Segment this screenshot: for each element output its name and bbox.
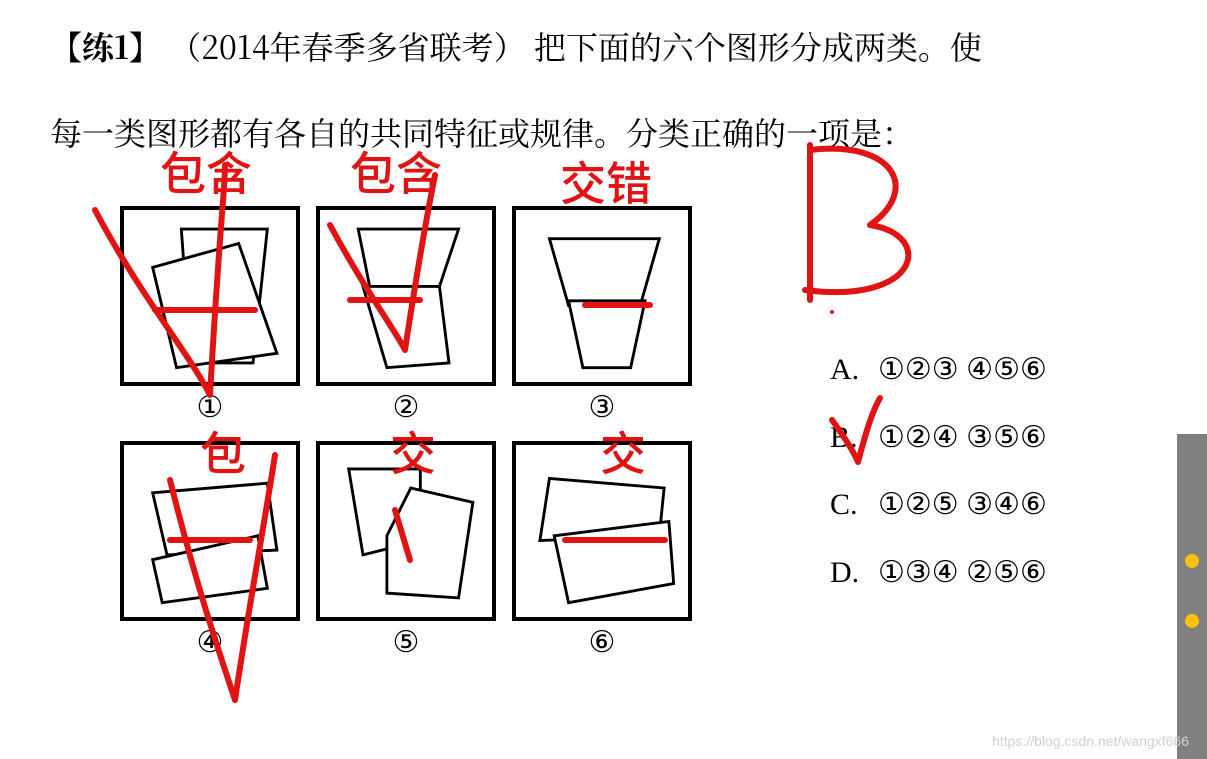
question-line1-rest: 把下面的六个图形分成两类。使 bbox=[534, 23, 982, 69]
figure-cell-3: ③ bbox=[512, 206, 692, 425]
figure-caption-1: ① bbox=[120, 390, 300, 425]
option-a[interactable]: A. ①②③ ④⑤⑥ bbox=[830, 336, 1047, 404]
figure-row-2: ④ ⑤ ⑥ bbox=[112, 441, 715, 660]
page: 【练1】 （2014年春季多省联考） 把下面的六个图形分成两类。使 每一类图形都… bbox=[0, 0, 1207, 759]
option-text-a: ①②③ ④⑤⑥ bbox=[878, 336, 1047, 404]
shape-front bbox=[554, 521, 673, 602]
option-d[interactable]: D. ①③④ ②⑤⑥ bbox=[830, 539, 1047, 607]
options-block: A. ①②③ ④⑤⑥ B. ①②④ ③⑤⑥ C. ①②⑤ ③④⑥ D. ①③④ … bbox=[830, 336, 1047, 606]
sidebar-dot-1[interactable] bbox=[1185, 554, 1199, 568]
question-tag: 【练1】 bbox=[50, 23, 161, 69]
sidebar-strip bbox=[1177, 434, 1207, 759]
option-b[interactable]: B. ①②④ ③⑤⑥ bbox=[830, 404, 1047, 472]
figure-cell-4: ④ bbox=[120, 441, 300, 660]
figure-cell-6: ⑥ bbox=[512, 441, 692, 660]
option-text-b: ①②④ ③⑤⑥ bbox=[878, 404, 1047, 472]
figure-box-4 bbox=[120, 441, 300, 621]
figure-box-5 bbox=[316, 441, 496, 621]
annot-dot bbox=[830, 310, 834, 314]
option-letter-b: B. bbox=[830, 404, 878, 472]
question-line-1: 【练1】 （2014年春季多省联考） 把下面的六个图形分成两类。使 bbox=[50, 22, 1167, 70]
figure-cell-2: ② bbox=[316, 206, 496, 425]
figure-caption-3: ③ bbox=[512, 390, 692, 425]
figure-box-2 bbox=[316, 206, 496, 386]
figure-grid: ① ② ③ ④ bbox=[112, 206, 715, 660]
figure-box-3 bbox=[512, 206, 692, 386]
option-text-d: ①③④ ②⑤⑥ bbox=[878, 539, 1047, 607]
figure-caption-6: ⑥ bbox=[512, 625, 692, 660]
annot-big-b-stroke2 bbox=[805, 149, 908, 292]
figure-cell-5: ⑤ bbox=[316, 441, 496, 660]
option-text-c: ①②⑤ ③④⑥ bbox=[878, 471, 1047, 539]
shape-front bbox=[569, 301, 645, 368]
figure-box-6 bbox=[512, 441, 692, 621]
shape-front bbox=[363, 286, 449, 367]
question-line-2: 每一类图形都有各自的共同特征或规律。分类正确的一项是： bbox=[50, 108, 1167, 156]
question-source: （2014年春季多省联考） bbox=[169, 23, 526, 69]
option-letter-c: C. bbox=[830, 471, 878, 539]
annot-label-3: 交错 bbox=[560, 148, 652, 214]
sidebar-dot-2[interactable] bbox=[1185, 614, 1199, 628]
shape-back bbox=[549, 239, 659, 306]
figure-caption-2: ② bbox=[316, 390, 496, 425]
figure-cell-1: ① bbox=[120, 206, 300, 425]
option-letter-d: D. bbox=[830, 539, 878, 607]
watermark: https://blog.csdn.net/wangxf666 bbox=[992, 733, 1189, 749]
figure-caption-5: ⑤ bbox=[316, 625, 496, 660]
option-letter-a: A. bbox=[830, 336, 878, 404]
option-c[interactable]: C. ①②⑤ ③④⑥ bbox=[830, 471, 1047, 539]
figure-row-1: ① ② ③ bbox=[112, 206, 715, 425]
figure-caption-4: ④ bbox=[120, 625, 300, 660]
figure-box-1 bbox=[120, 206, 300, 386]
